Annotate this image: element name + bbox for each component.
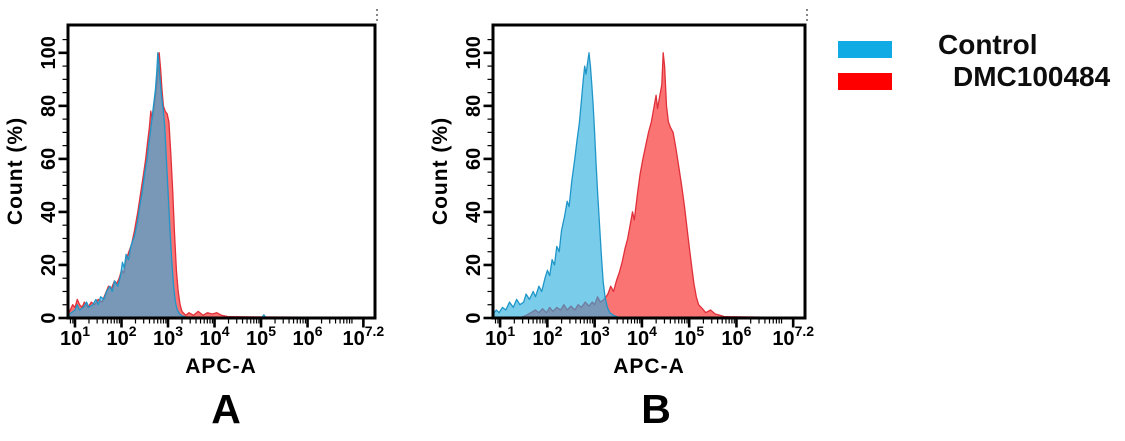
histogram-control [67,52,376,319]
y-tick-label: 60 [38,148,60,170]
x-tick-label: 103 [153,323,183,350]
x-tick-label: 106 [721,323,751,350]
panel-a-letter: A [211,386,241,432]
plot-frame [491,23,807,320]
legend-label-dmc100484: DMC100484 [953,61,1111,92]
y-axis-label-panel-a: Count (%) [4,116,27,226]
x-tick-label: 101 [60,323,90,350]
x-tick-label: 105 [246,323,276,350]
legend-label-control: Control [938,29,1038,60]
y-tick-label: 40 [463,201,485,223]
x-axis-label-panel-b: APC-A [613,355,685,378]
x-axis-label-panel-a: APC-A [185,355,257,378]
x-tick-label: 101 [485,323,515,350]
panel-b-letter: B [641,386,671,432]
y-tick-label: 80 [463,95,485,117]
y-tick-label: 60 [463,148,485,170]
y-tick-label: 80 [38,95,60,117]
y-axis-label-panel-b: Count (%) [429,116,452,226]
x-tick-label: 107.2 [343,323,385,350]
histogram-control [492,52,806,319]
x-tick-label: 104 [199,323,229,350]
y-tick-label: 0 [463,312,485,323]
plot-frame [66,23,377,320]
x-tick-label: 107.2 [772,323,814,350]
y-tick-label: 20 [38,254,60,276]
y-tick-label: 0 [38,312,60,323]
x-tick-label: 106 [293,323,323,350]
x-tick-label: 105 [674,323,704,350]
x-tick-label: 102 [106,323,136,350]
y-tick-label: 20 [463,254,485,276]
y-tick-label: 100 [38,36,60,69]
y-tick-label: 40 [38,201,60,223]
legend-swatch-dmc100484 [838,73,892,90]
x-tick-label: 104 [627,323,657,350]
x-tick-label: 102 [532,323,562,350]
legend-swatch-control [838,41,892,58]
x-tick-label: 103 [580,323,610,350]
histogram-dmc100484 [67,52,376,319]
y-tick-label: 100 [463,36,485,69]
